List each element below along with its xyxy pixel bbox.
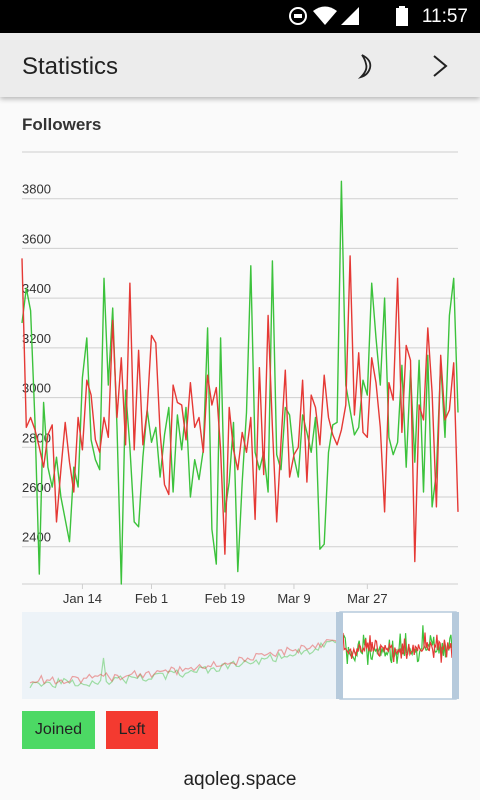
footer-link[interactable]: aqoleg.space [183,769,297,790]
clock: 11:57 [421,6,468,27]
series-line-left [21,255,459,563]
x-tick-label: Feb 19 [205,591,245,606]
night-mode-button[interactable] [350,51,380,81]
battery-icon [396,6,408,31]
preview-window-line-left [342,632,453,663]
joined-toggle-button[interactable]: Joined [22,711,95,749]
series-line-joined [21,180,459,585]
left-label: Left [118,721,146,738]
preview-handle-left[interactable] [336,612,343,699]
joined-label: Joined [34,721,83,738]
y-tick-label: 2400 [22,530,51,545]
page-title: Statistics [22,53,119,80]
chart-title: Followers [22,115,102,134]
x-tick-label: Mar 9 [277,591,310,606]
y-tick-label: 3000 [22,381,51,396]
range-preview[interactable] [0,609,480,709]
x-tick-label: Jan 14 [63,591,102,606]
preview-line-joined [29,639,339,689]
y-tick-label: 3800 [22,182,51,197]
sync-icon [288,6,308,31]
left-toggle-button[interactable]: Left [106,711,158,749]
app-bar: Statistics [0,33,480,97]
moon-icon [357,54,372,79]
preview-window-line-joined [342,625,453,665]
chart-card: Followers 2400 2600 2800 3000 3200 3400 3600 38… [0,97,480,800]
chevron-right-icon [433,55,448,77]
y-tick-label: 3400 [22,281,51,296]
x-tick-label: Mar 27 [347,591,387,606]
next-button[interactable] [426,51,456,81]
y-tick-label: 3600 [22,231,51,246]
y-tick-label: 3200 [22,331,51,346]
signal-icon [340,6,360,31]
x-tick-label: Feb 1 [135,591,168,606]
status-bar: 11:57 [0,0,480,33]
wifi-icon [312,6,338,31]
preview-handle-right[interactable] [452,612,459,699]
preview-line-left [29,638,339,685]
